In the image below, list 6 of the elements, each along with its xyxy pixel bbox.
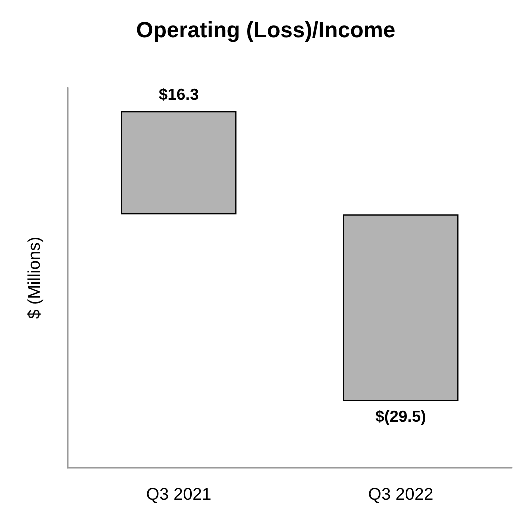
data-label: $(29.5) xyxy=(376,409,426,426)
x-tick-label: Q3 2021 xyxy=(146,485,212,504)
chart-title: Operating (Loss)/Income xyxy=(136,18,396,42)
y-axis-title: $ (Millions) xyxy=(25,236,44,320)
x-tick-label: Q3 2022 xyxy=(368,485,434,504)
data-label: $16.3 xyxy=(158,86,200,104)
